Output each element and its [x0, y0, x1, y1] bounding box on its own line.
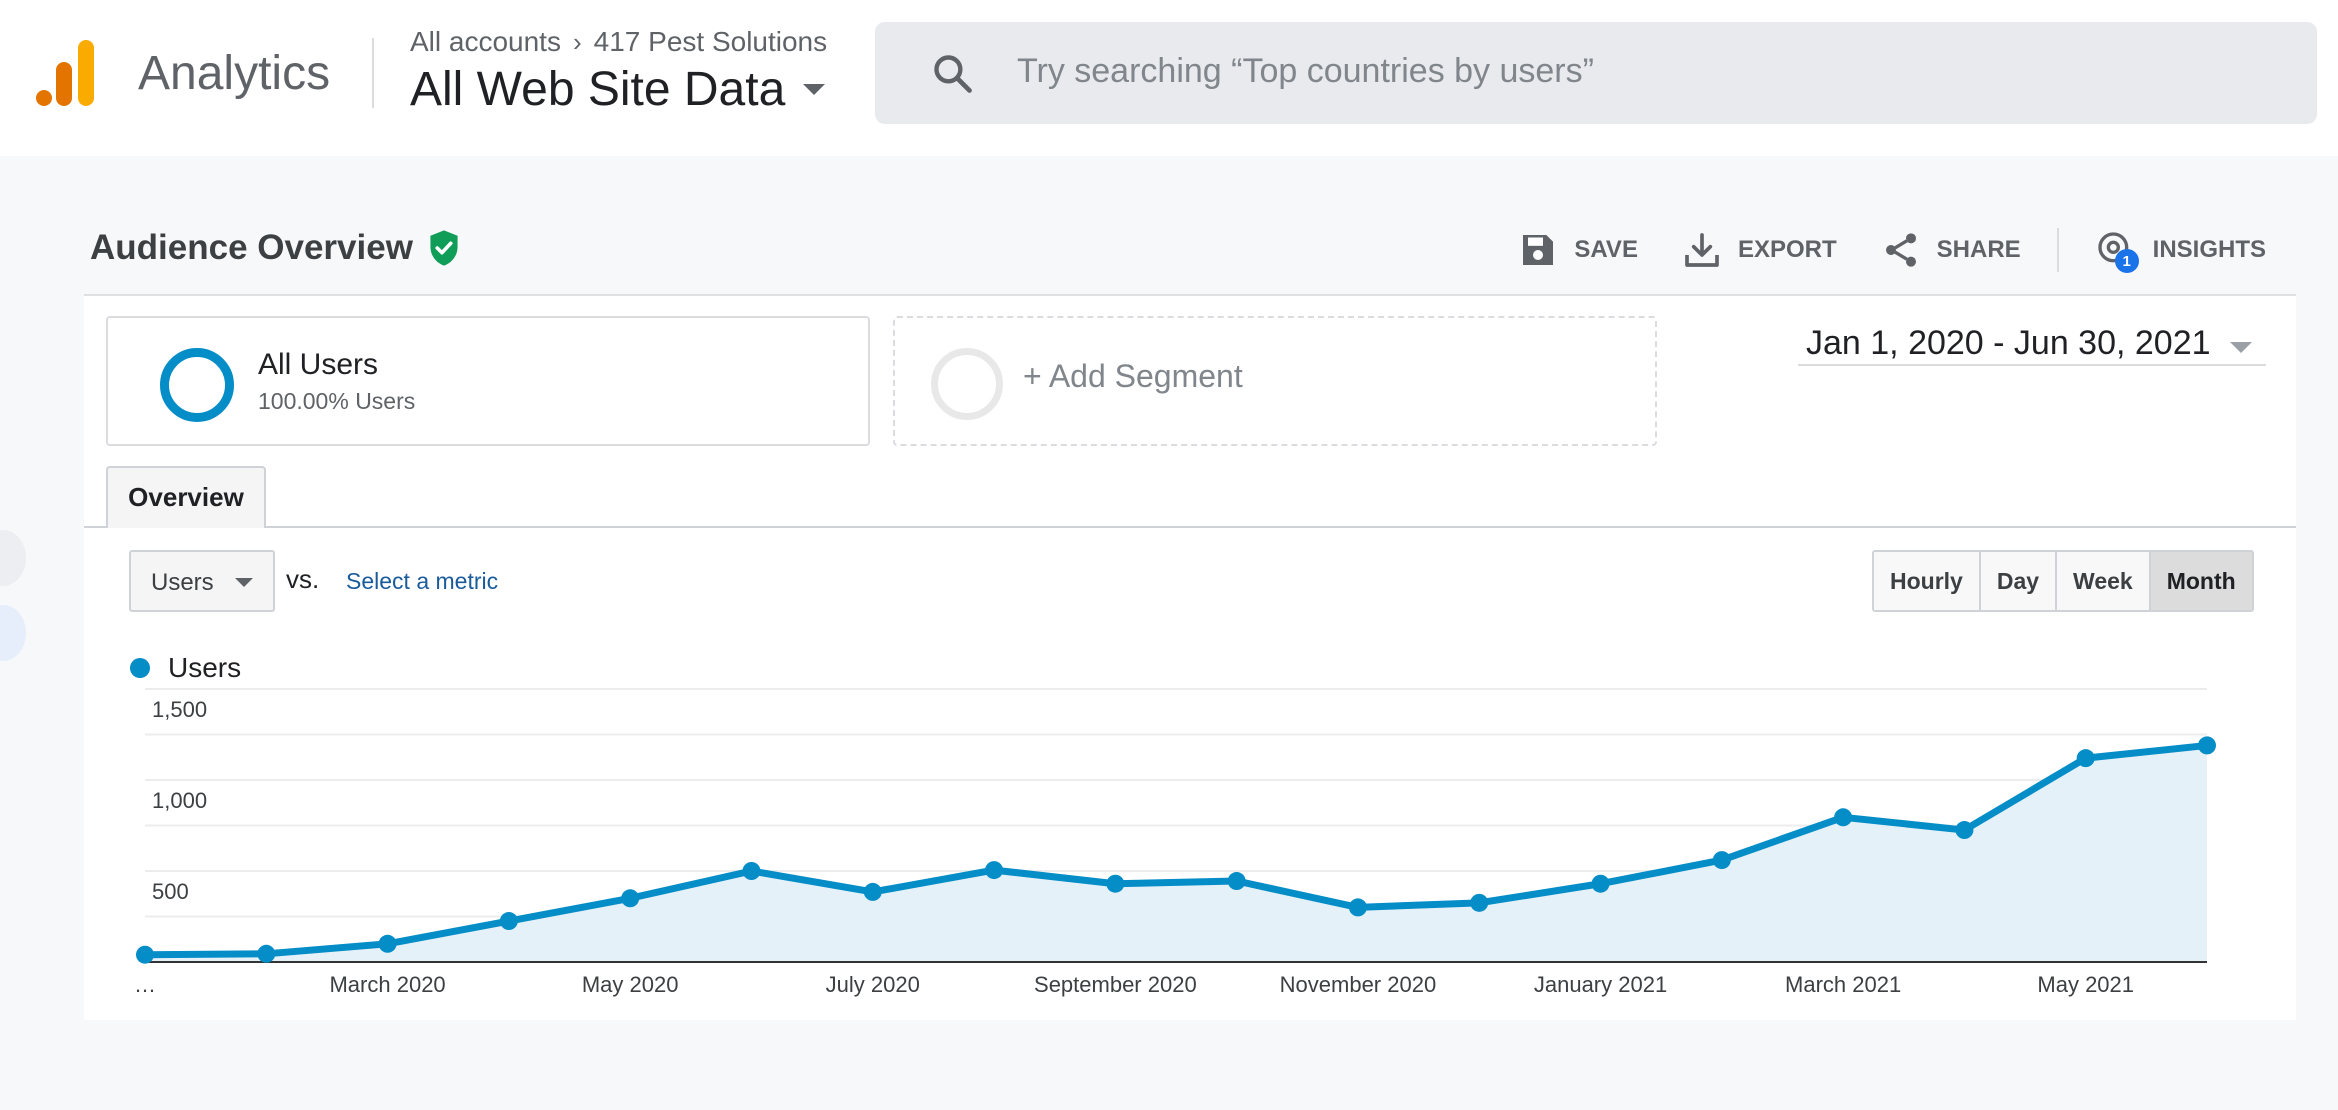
data-point[interactable] [2198, 736, 2216, 755]
export-button[interactable]: EXPORT [1682, 230, 1837, 270]
data-point[interactable] [1591, 874, 1610, 893]
share-button[interactable]: SHARE [1881, 230, 2021, 270]
share-label: SHARE [1936, 236, 2021, 263]
data-point[interactable] [2076, 749, 2095, 768]
empty-segment-ring-icon [931, 348, 1003, 420]
download-icon [1685, 233, 1719, 267]
search-input[interactable]: Try searching “Top countries by users” [1017, 52, 1594, 90]
data-point[interactable] [1834, 808, 1853, 827]
x-tick-label: March 2020 [329, 972, 445, 997]
x-tick-label: July 2020 [826, 972, 920, 997]
data-point[interactable] [378, 934, 397, 953]
data-point[interactable] [1712, 851, 1731, 870]
save-label: SAVE [1574, 236, 1638, 263]
select-metric-link[interactable]: Select a metric [346, 568, 499, 594]
data-point[interactable] [985, 861, 1004, 880]
search-icon [934, 55, 972, 93]
share-icon [1885, 233, 1916, 267]
data-point[interactable] [1470, 893, 1489, 912]
export-label: EXPORT [1737, 236, 1837, 263]
x-tick-label: May 2020 [582, 972, 679, 997]
legend-label: Users [168, 652, 242, 683]
data-point[interactable] [257, 944, 276, 963]
side-tab-decoration [0, 530, 26, 586]
legend-dot-icon [130, 658, 150, 678]
header-divider [372, 38, 374, 108]
metric-dropdown[interactable]: Users [129, 550, 275, 612]
metric-value: Users [151, 569, 214, 596]
y-tick-label: 1,000 [152, 788, 207, 813]
caret-down-icon [235, 578, 253, 587]
x-tick-label: … [134, 972, 156, 997]
data-point[interactable] [136, 945, 154, 964]
data-point[interactable] [1106, 874, 1125, 893]
side-tab-decoration [0, 605, 26, 661]
breadcrumb-account[interactable]: All accounts [410, 26, 561, 57]
data-point[interactable] [863, 882, 882, 901]
tab-overview[interactable]: Overview [106, 466, 266, 528]
app-name: Analytics [138, 47, 331, 100]
x-tick-label: March 2021 [1785, 972, 1901, 997]
data-point[interactable] [1227, 872, 1246, 891]
top-bar: Analytics All accounts › 417 Pest Soluti… [0, 0, 2338, 156]
x-tick-label: September 2020 [1034, 972, 1197, 997]
save-icon [1523, 235, 1554, 265]
date-range-text: Jan 1, 2020 - Jun 30, 2021 [1806, 324, 2211, 362]
segment-detail: 100.00% Users [258, 388, 416, 414]
granularity-toggle: Hourly Day Week Month [1872, 550, 2254, 612]
analytics-logo-icon[interactable] [36, 40, 98, 106]
insights-icon: 1 [2095, 229, 2139, 273]
add-segment-button[interactable]: + Add Segment [893, 316, 1657, 446]
verified-shield-icon [430, 230, 458, 266]
date-range-picker[interactable]: Jan 1, 2020 - Jun 30, 2021 [1798, 322, 2266, 366]
caret-down-icon [803, 84, 826, 95]
chevron-right-icon: › [572, 26, 582, 57]
insights-badge: 1 [2114, 249, 2139, 273]
y-tick-label: 1,500 [152, 697, 207, 722]
tab-divider [84, 526, 2296, 528]
report-actions: SAVE EXPORT SHARE 1 INSIGHTS [1474, 228, 2266, 273]
granularity-hourly-button[interactable]: Hourly [1874, 552, 1979, 610]
add-segment-label: + Add Segment [1023, 358, 1243, 394]
data-point[interactable] [1348, 898, 1367, 917]
caret-down-icon [2230, 342, 2252, 353]
users-line-chart[interactable]: 500 1,000 1,500 … March 2020 May 2020 July 202… [84, 686, 2296, 1022]
data-point[interactable] [621, 889, 640, 908]
data-point[interactable] [742, 862, 761, 880]
segment-ring-icon [160, 348, 234, 422]
actions-divider [2056, 228, 2059, 272]
data-point[interactable] [499, 912, 518, 931]
data-point[interactable] [1955, 821, 1974, 840]
insights-label: INSIGHTS [2152, 236, 2266, 263]
segment-all-users[interactable]: All Users 100.00% Users [106, 316, 870, 446]
area-fill [145, 745, 2207, 962]
series-line [144, 741, 2208, 959]
report-title-text: Audience Overview [90, 228, 413, 267]
segment-name: All Users [258, 348, 379, 381]
granularity-day-button[interactable]: Day [1978, 552, 2056, 610]
view-selector[interactable]: All Web Site Data [410, 62, 826, 117]
breadcrumb[interactable]: All accounts › 417 Pest Solutions [410, 26, 827, 58]
granularity-month-button[interactable]: Month [2148, 552, 2252, 610]
y-tick-label: 500 [152, 879, 189, 904]
report-title: Audience Overview [90, 228, 461, 268]
report-panel: All Users 100.00% Users + Add Segment Ja… [84, 294, 2296, 1020]
breadcrumb-property[interactable]: 417 Pest Solutions [593, 26, 828, 57]
vs-label: vs. [286, 564, 320, 594]
save-button[interactable]: SAVE [1518, 230, 1638, 270]
insights-button[interactable]: 1 INSIGHTS [2095, 229, 2266, 273]
x-tick-label: November 2020 [1280, 972, 1437, 997]
x-tick-label: May 2021 [2037, 972, 2134, 997]
chart-legend[interactable]: Users [130, 652, 241, 684]
x-tick-label: January 2021 [1534, 972, 1667, 997]
search-bar[interactable]: Try searching “Top countries by users” [875, 22, 2317, 124]
view-name: All Web Site Data [410, 63, 786, 116]
granularity-week-button[interactable]: Week [2055, 552, 2149, 610]
